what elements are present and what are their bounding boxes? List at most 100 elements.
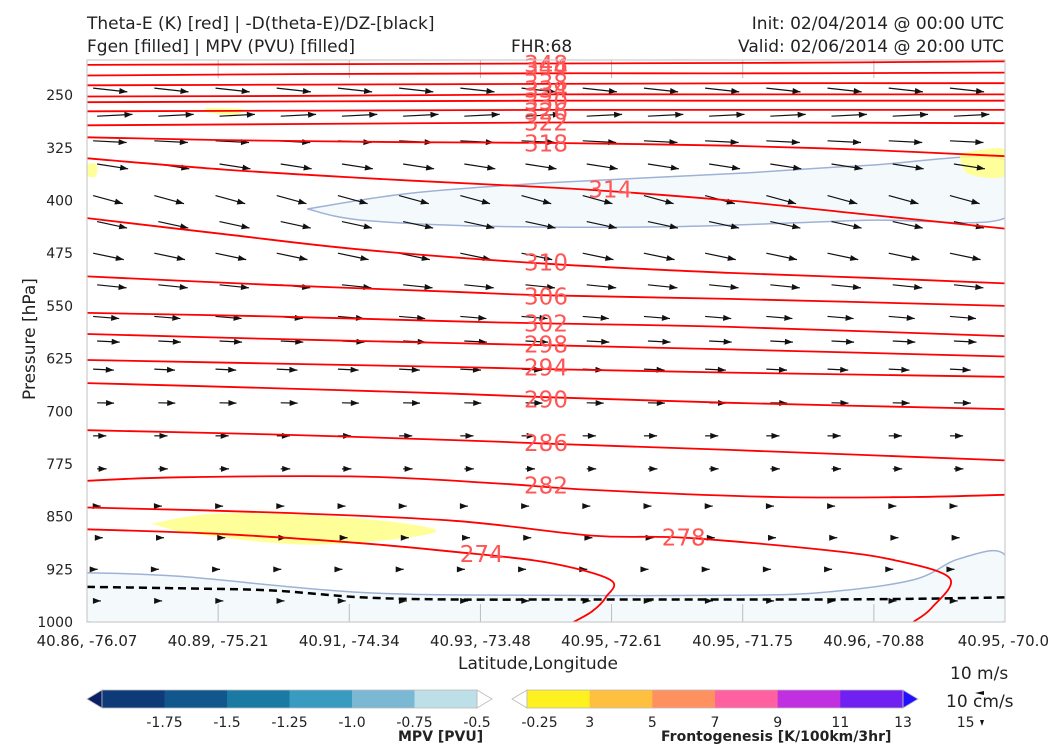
wind-vector-head bbox=[730, 223, 740, 230]
wind-vectors bbox=[89, 87, 990, 604]
x-tick-label: 40.89, -75.21 bbox=[168, 632, 269, 650]
theta-e-contour-278 bbox=[87, 506, 953, 622]
wind-vector-head bbox=[307, 111, 317, 118]
forecast-hour: FHR:68 bbox=[511, 37, 573, 57]
wind-vector-head bbox=[217, 534, 226, 541]
y-tick-label: 625 bbox=[46, 352, 73, 368]
wind-vector-head bbox=[289, 366, 298, 373]
wind-vector-head bbox=[424, 223, 434, 230]
wind-vector-head bbox=[228, 400, 237, 406]
wind-vector-head bbox=[118, 139, 127, 146]
wind-vector-head bbox=[212, 566, 221, 573]
wind-vector-head bbox=[297, 198, 307, 205]
wind-vector-head bbox=[172, 338, 181, 345]
theta-e-contour-290 bbox=[87, 382, 1005, 410]
theta-e-contour-318 bbox=[87, 136, 1005, 158]
theta-e-contour-348 bbox=[87, 60, 1005, 66]
frontogenesis-region bbox=[87, 163, 98, 178]
wind-vector-head bbox=[787, 198, 797, 205]
theta-e-label: 334 bbox=[524, 78, 568, 104]
theta-e-contour-314 bbox=[87, 157, 1005, 230]
fgen-colorbar-outline bbox=[526, 689, 904, 709]
wind-vector-head bbox=[167, 400, 176, 406]
wind-vector-head bbox=[915, 164, 924, 171]
theta-e-contour-310 bbox=[87, 217, 1005, 285]
wind-vector-head bbox=[273, 566, 282, 573]
mpv-colorbar-segment bbox=[352, 690, 415, 708]
wind-vector-head bbox=[907, 338, 916, 345]
fgen-colorbar-tick-label: 13 bbox=[894, 715, 912, 731]
wind-vector-head bbox=[607, 284, 617, 291]
mpv-colorbar-tick-label: -1.5 bbox=[213, 715, 240, 731]
y-tick-label: 250 bbox=[46, 88, 73, 104]
wind-vector-head bbox=[845, 338, 855, 345]
wind-vector-head bbox=[527, 465, 536, 472]
mpv-colorbar-tick-label: -1.75 bbox=[146, 715, 182, 731]
wind-vector-head bbox=[946, 566, 955, 573]
wind-vector-head bbox=[662, 338, 671, 345]
wind-vector-head bbox=[975, 139, 984, 146]
wind-vector-head bbox=[298, 255, 308, 261]
wind-vector-head bbox=[98, 432, 107, 439]
x-tick-label: 40.95, -70.0 bbox=[958, 632, 1049, 650]
chart-title-line2: Fgen [filled] | MPV (PVU) [filled] bbox=[87, 37, 356, 57]
wind-vector-head bbox=[179, 223, 189, 230]
wind-vector-head bbox=[159, 432, 168, 439]
wind-vector-head bbox=[666, 255, 675, 261]
wind-vector-head bbox=[778, 366, 788, 373]
wind-vector-head bbox=[462, 534, 471, 541]
wind-vector-head bbox=[731, 88, 740, 94]
wind-vector-head bbox=[150, 566, 159, 573]
theta-e-contour-302 bbox=[87, 312, 1005, 337]
wind-vector-head bbox=[185, 111, 194, 118]
theta-e-contour-286 bbox=[87, 429, 1005, 462]
wind-vector-head bbox=[849, 255, 859, 261]
theta-e-label: 294 bbox=[524, 356, 568, 382]
theta-e-label: 274 bbox=[460, 542, 504, 568]
theta-e-contour-322 bbox=[87, 121, 1005, 127]
wind-legend-h-arrow bbox=[975, 691, 984, 695]
wind-vector-head bbox=[901, 366, 910, 373]
fgen-colorbar-segment bbox=[777, 690, 841, 708]
wind-vector-head bbox=[791, 223, 801, 230]
wind-vector-head bbox=[975, 284, 984, 291]
x-tick-label: 40.95, -71.75 bbox=[692, 632, 793, 650]
wind-vector-head bbox=[919, 111, 929, 118]
wind-vector-head bbox=[369, 111, 378, 118]
wind-vector-head bbox=[601, 338, 610, 345]
wind-vector-head bbox=[404, 465, 413, 472]
wind-vector-head bbox=[350, 400, 359, 406]
wind-vector-head bbox=[893, 432, 902, 439]
wind-vector-head bbox=[400, 534, 409, 541]
mpv-colorbar-segment bbox=[289, 690, 353, 708]
wind-vector-head bbox=[845, 314, 854, 321]
theta-e-contour-334 bbox=[87, 93, 1005, 98]
wind-vector-head bbox=[962, 400, 971, 406]
wind-vector-head bbox=[791, 284, 800, 291]
wind-vector-head bbox=[154, 597, 163, 604]
wind-vector-head bbox=[784, 314, 793, 321]
fgen-colorbar-tick-label: 15 bbox=[957, 715, 975, 731]
wind-vector-head bbox=[730, 139, 739, 146]
fgen-colorbar-tick-label: 3 bbox=[585, 715, 594, 731]
wind-vector-head bbox=[486, 164, 496, 171]
fgen-colorbar-tick-label: 7 bbox=[711, 715, 720, 731]
y-tick-label: 400 bbox=[46, 194, 73, 210]
mpv-colorbar-title: MPV [PVU] bbox=[398, 729, 484, 745]
theta-e-contour-294 bbox=[87, 359, 1005, 378]
fgen-colorbar-tick-label: 9 bbox=[773, 715, 782, 731]
wind-vector-head bbox=[788, 255, 798, 261]
theta-e-contour-344 bbox=[87, 71, 1005, 77]
wind-vector-head bbox=[398, 503, 407, 510]
y-tick-label: 550 bbox=[46, 299, 73, 315]
fgen-colorbar-segment bbox=[840, 690, 904, 708]
wind-legend-speed: 10 m/s bbox=[950, 664, 1009, 684]
wind-vector-head bbox=[608, 88, 617, 94]
fgen-colorbar-segment bbox=[652, 690, 716, 708]
wind-vector-head bbox=[334, 566, 343, 573]
wind-vector-head bbox=[92, 597, 101, 604]
x-tick-label: 40.93, -73.48 bbox=[430, 632, 531, 650]
wind-vector-head bbox=[890, 534, 899, 541]
wind-vector-head bbox=[643, 503, 652, 510]
wind-vector-head bbox=[717, 366, 726, 373]
